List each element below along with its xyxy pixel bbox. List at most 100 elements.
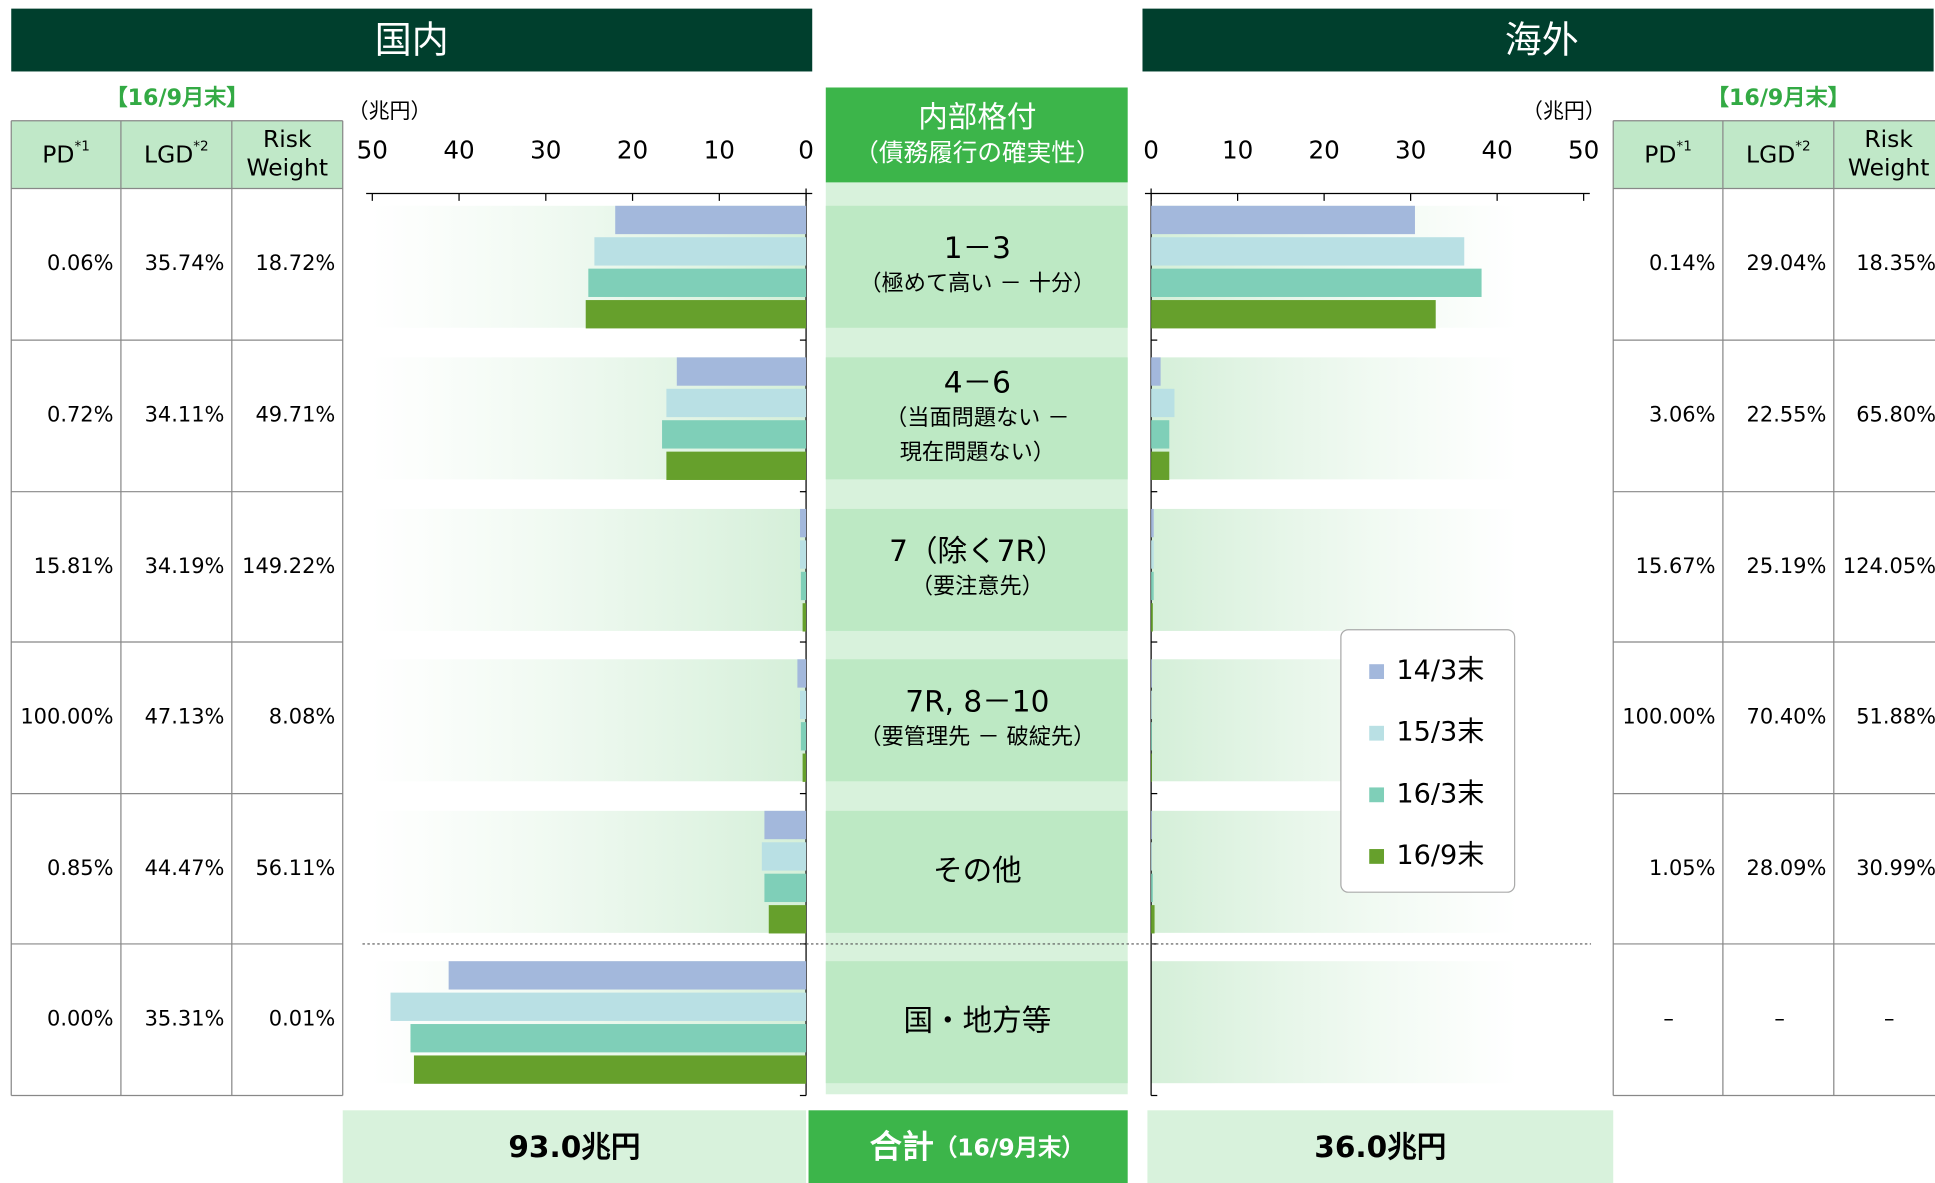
category-label: （極めて高い － 十分）	[859, 271, 1095, 297]
table-cell: 49.71%	[255, 403, 335, 427]
table-cell: 47.13%	[145, 705, 225, 729]
bar	[799, 540, 807, 569]
category-label: （当面問題ない －	[885, 405, 1069, 431]
bar	[666, 451, 807, 480]
table-cell: –	[1884, 1006, 1894, 1030]
bar	[615, 205, 807, 235]
column-header-name: LGD	[144, 140, 193, 168]
bar	[676, 357, 807, 386]
legend-swatch	[1369, 849, 1385, 864]
column-header: PD*1	[1644, 139, 1692, 168]
bar	[1151, 420, 1170, 449]
row-band	[1151, 508, 1518, 631]
category-label: 4－6	[944, 365, 1011, 399]
bar	[1151, 508, 1154, 538]
x-tick-label: 30	[530, 136, 561, 165]
table-cell: 3.06%	[1649, 403, 1716, 427]
x-tick-label: 50	[1568, 136, 1599, 165]
category-label: その他	[933, 853, 1022, 887]
table-cell: 1.05%	[1649, 856, 1716, 880]
legend-swatch	[1369, 725, 1385, 741]
table-cell: 0.06%	[47, 251, 114, 275]
table-cell: 0.14%	[1649, 251, 1716, 275]
legend-label: 15/3末	[1396, 717, 1484, 748]
bar	[1151, 571, 1154, 601]
bar	[1151, 451, 1170, 480]
column-header: Risk	[263, 125, 312, 153]
legend-swatch	[1369, 787, 1385, 803]
bar	[662, 420, 807, 449]
x-tick-label: 0	[1143, 136, 1159, 165]
x-tick-label: 10	[704, 136, 735, 165]
bar	[1151, 237, 1465, 266]
table-cell: 28.09%	[1747, 856, 1827, 880]
table-cell: 35.31%	[145, 1006, 225, 1030]
rating-row-bg	[825, 961, 1128, 1084]
column-header: Risk	[1864, 125, 1913, 153]
total-label: 合計（16/9月末）	[870, 1127, 1085, 1165]
column-header: LGD*2	[144, 139, 209, 168]
header-bar	[1142, 8, 1934, 72]
bar	[764, 873, 807, 903]
table-cell: 15.67%	[1636, 554, 1716, 578]
bar	[768, 905, 807, 934]
category-label: 現在問題ない）	[900, 439, 1055, 465]
rating-row-bg	[825, 205, 1128, 328]
bar	[1151, 357, 1161, 386]
table-cell: 8.08%	[269, 705, 336, 729]
column-header: Weight	[1848, 153, 1930, 181]
row-band	[371, 508, 807, 631]
bar	[1151, 873, 1153, 903]
footnote-mark: *2	[193, 139, 208, 155]
table-cell: 65.80%	[1856, 403, 1935, 427]
column-header: LGD*2	[1746, 139, 1811, 168]
table-cell: 15.81%	[34, 554, 114, 578]
category-label: 7R, 8－10	[905, 685, 1049, 719]
category-label: 国・地方等	[903, 1004, 1051, 1038]
total-label-date: （16/9月末）	[934, 1133, 1085, 1161]
table-cell: 30.99%	[1856, 856, 1935, 880]
bar	[1151, 388, 1175, 418]
category-label: 1－3	[944, 231, 1011, 265]
bar	[594, 237, 807, 266]
bar	[588, 268, 807, 297]
table-cell: 22.55%	[1747, 403, 1827, 427]
bar	[413, 1055, 807, 1084]
bar	[1151, 603, 1153, 632]
column-header: Weight	[247, 153, 329, 181]
bar	[1151, 753, 1152, 782]
table-cell: 18.35%	[1856, 251, 1935, 275]
table-cell: 18.72%	[255, 251, 335, 275]
row-band	[371, 659, 807, 782]
total: 93.0兆円	[508, 1130, 640, 1164]
bar	[1151, 268, 1482, 297]
x-tick-label: 30	[1395, 136, 1426, 165]
table-cell: 25.19%	[1747, 554, 1827, 578]
row-band	[1151, 357, 1518, 480]
row-band	[1151, 961, 1518, 1084]
bar	[390, 992, 807, 1021]
rating-row-bg	[825, 508, 1128, 631]
legend-swatch	[1369, 664, 1385, 679]
x-tick-label: 40	[1481, 136, 1512, 165]
total-label-main: 合計	[870, 1127, 934, 1165]
table-cell: 124.05%	[1843, 554, 1935, 578]
bar	[802, 753, 807, 782]
total-label-box	[808, 1110, 1128, 1183]
rating-subtitle: （債務履行の確実性）	[854, 138, 1100, 167]
rating-header	[825, 87, 1128, 183]
table-cell: –	[1663, 1006, 1673, 1030]
header-bar	[11, 8, 813, 72]
bar	[764, 810, 807, 840]
total-box	[1147, 1110, 1614, 1183]
legend-label: 16/9末	[1396, 840, 1484, 871]
row-band	[371, 810, 807, 933]
table-cell: 0.72%	[47, 403, 114, 427]
bar	[802, 603, 807, 632]
bar	[1151, 540, 1154, 569]
rating-column	[825, 182, 1128, 1095]
unit-label: （兆円）	[1522, 99, 1606, 123]
column-header-name: PD	[42, 140, 74, 168]
table-date: 【16/9月末】	[1707, 85, 1850, 111]
bar	[1151, 905, 1155, 934]
